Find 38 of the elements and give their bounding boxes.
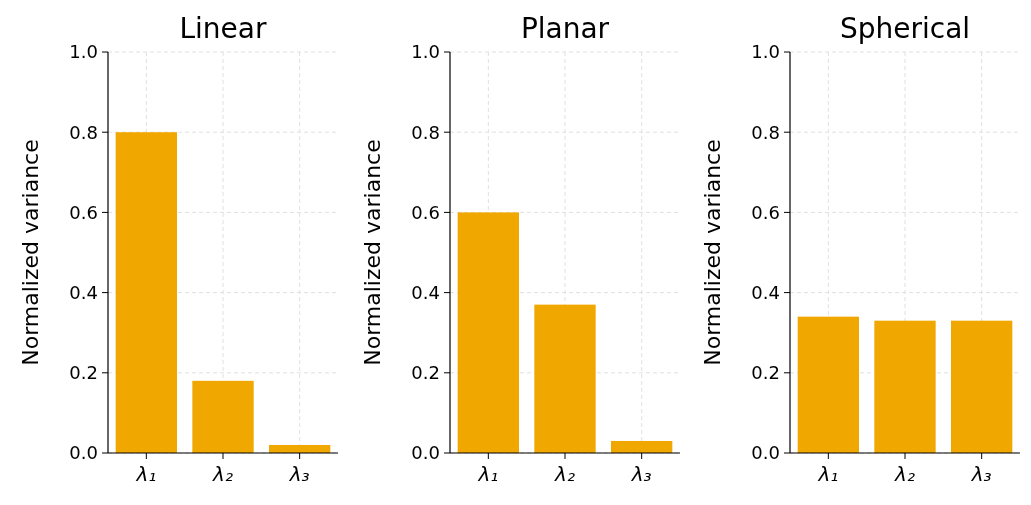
x-tick-label: λ₁ bbox=[135, 462, 157, 486]
y-tick-label: 0.2 bbox=[751, 362, 780, 384]
y-tick-label: 0.8 bbox=[69, 121, 98, 143]
y-tick-label: 0.4 bbox=[751, 281, 780, 303]
y-tick-label: 0.6 bbox=[411, 201, 440, 223]
y-tick-label: 0.6 bbox=[69, 201, 98, 223]
bar bbox=[611, 440, 673, 453]
y-tick-label: 1.0 bbox=[69, 41, 98, 63]
x-tick-label: λ₁ bbox=[817, 462, 839, 486]
y-tick-label: 0.8 bbox=[751, 121, 780, 143]
y-tick-label: 0.4 bbox=[411, 281, 440, 303]
y-tick-label: 0.8 bbox=[411, 121, 440, 143]
x-tick-label: λ₂ bbox=[894, 462, 915, 486]
x-tick-label: λ₃ bbox=[288, 462, 310, 486]
y-tick-label: 0.2 bbox=[69, 362, 98, 384]
x-tick-label: λ₁ bbox=[477, 462, 499, 486]
y-axis-title: Normalized variance bbox=[360, 139, 385, 366]
y-tick-label: 0.4 bbox=[69, 281, 98, 303]
y-tick-label: 0.0 bbox=[751, 442, 780, 464]
x-tick-label: λ₃ bbox=[630, 462, 652, 486]
x-tick-label: λ₃ bbox=[970, 462, 992, 486]
bar bbox=[115, 132, 177, 453]
bar bbox=[192, 380, 254, 453]
y-tick-label: 1.0 bbox=[751, 41, 780, 63]
chart-title: Spherical bbox=[839, 12, 971, 45]
y-tick-label: 0.2 bbox=[411, 362, 440, 384]
bar bbox=[534, 304, 596, 453]
bar bbox=[457, 212, 519, 453]
y-tick-label: 0.6 bbox=[751, 201, 780, 223]
x-tick-label: λ₂ bbox=[554, 462, 575, 486]
y-tick-label: 0.0 bbox=[411, 442, 440, 464]
x-tick-label: λ₂ bbox=[212, 462, 233, 486]
y-axis-title: Normalized variance bbox=[700, 139, 725, 366]
y-tick-label: 1.0 bbox=[411, 41, 440, 63]
chart-title: Planar bbox=[520, 12, 610, 45]
y-axis-title: Normalized variance bbox=[18, 139, 43, 366]
chart-title: Linear bbox=[179, 12, 267, 45]
y-tick-label: 0.0 bbox=[69, 442, 98, 464]
